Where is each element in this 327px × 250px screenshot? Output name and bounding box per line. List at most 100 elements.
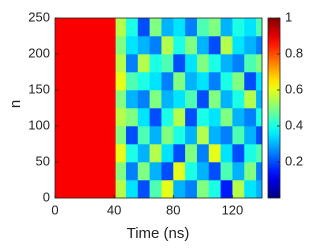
colorbar [267,17,281,199]
heatmap-cell [55,162,116,181]
heatmap-cell [137,90,150,109]
heatmap-cell [244,126,257,145]
heatmap-cell [149,144,162,163]
heatmap-cell [173,72,186,91]
heatmap-cell [196,36,210,55]
heatmap-cell [185,90,198,109]
heatmap-cell [232,36,245,55]
heatmap-cell [244,54,257,73]
heatmap-cell [220,126,233,145]
heatmap-cell [55,36,116,55]
heatmap-cell [196,180,210,199]
heatmap-cell [185,144,198,163]
heatmap-cell [137,126,150,145]
heatmap-cell [208,18,221,37]
heatmap-cell [55,18,116,37]
heatmap-cell [125,108,139,127]
heatmap-cell [220,90,233,109]
heatmap-cell [173,18,186,37]
heatmap-cell [196,162,210,181]
heatmap-cell [149,162,162,181]
heatmap-cell [161,18,174,37]
heatmap-cell [161,126,174,145]
heatmap-cell [55,126,116,145]
heatmap-cell [185,162,198,181]
heatmap-cell [256,108,263,127]
x-axis-title: Time (ns) [127,225,190,242]
heatmap-cell [115,72,127,91]
heatmap-cell [232,90,245,109]
heatmap-cell [55,90,116,109]
heatmap-cell [232,162,245,181]
heatmap-cell [244,144,257,163]
heatmap-cell [149,108,162,127]
heatmap-cell [220,36,233,55]
heatmap-cell [149,54,162,73]
heatmap-cell [173,54,186,73]
heatmap-cell [220,18,233,37]
heatmap-cell [137,162,150,181]
heatmap-cell [256,36,263,55]
heatmap-cell [161,36,174,55]
heatmap-cell [137,72,150,91]
heatmap-cell [208,54,221,73]
x-tick-label: 40 [107,202,121,217]
heatmap-cell [55,54,116,73]
heatmap-cell [196,72,210,91]
heatmap-cell [232,54,245,73]
heatmap-cell [232,144,245,163]
heatmap-cell [173,90,186,109]
heatmap-cell [115,126,127,145]
heatmap-cell [115,162,127,181]
heatmap-cell [125,180,139,199]
heatmap-cell [137,144,150,163]
heatmap-cell [149,126,162,145]
heatmap-cell [244,162,257,181]
heatmap-cell [173,108,186,127]
heatmap-cell [55,180,116,199]
heatmap-cell [196,54,210,73]
heatmap-cell [208,126,221,145]
heatmap-cell [256,90,263,109]
heatmap-cell [196,18,210,37]
heatmap-cell [256,144,263,163]
heatmap-cell [173,36,186,55]
heatmap-cell [185,54,198,73]
heatmap-cell [220,72,233,91]
heatmap-cell [232,18,245,37]
y-tick-label: 150 [28,81,50,96]
y-tick-label: 0 [43,189,50,204]
heatmap-cell [256,126,263,145]
heatmap-cell [256,18,263,37]
heatmap-cell [208,108,221,127]
heatmap-cell [115,54,127,73]
y-tick-label: 200 [28,45,50,60]
heatmap-cell [115,18,127,37]
heatmap-cell [115,108,127,127]
heatmap-cell [244,72,257,91]
heatmap-cell [220,54,233,73]
heatmap-cell [196,126,210,145]
plot-frame [54,17,263,199]
x-tick-label: 120 [222,202,244,217]
heatmap-cell [125,90,139,109]
heatmap-cell [256,162,263,181]
heatmap-cell [137,18,150,37]
y-tick-label: 250 [28,9,50,24]
heatmap-cell [161,162,174,181]
heatmap-cell [185,126,198,145]
heatmap-cell [220,144,233,163]
heatmap-cell [173,162,186,181]
heatmap-cell [244,36,257,55]
y-tick-label: 50 [36,153,50,168]
heatmap-cell [220,108,233,127]
heatmap-cell [115,180,127,199]
colorbar-tick-label: 1 [285,9,292,24]
heatmap-cell [232,72,245,91]
heatmap-cell [115,144,127,163]
heatmap-cell [125,162,139,181]
heatmap-cell [256,54,263,73]
heatmap-cell [208,90,221,109]
